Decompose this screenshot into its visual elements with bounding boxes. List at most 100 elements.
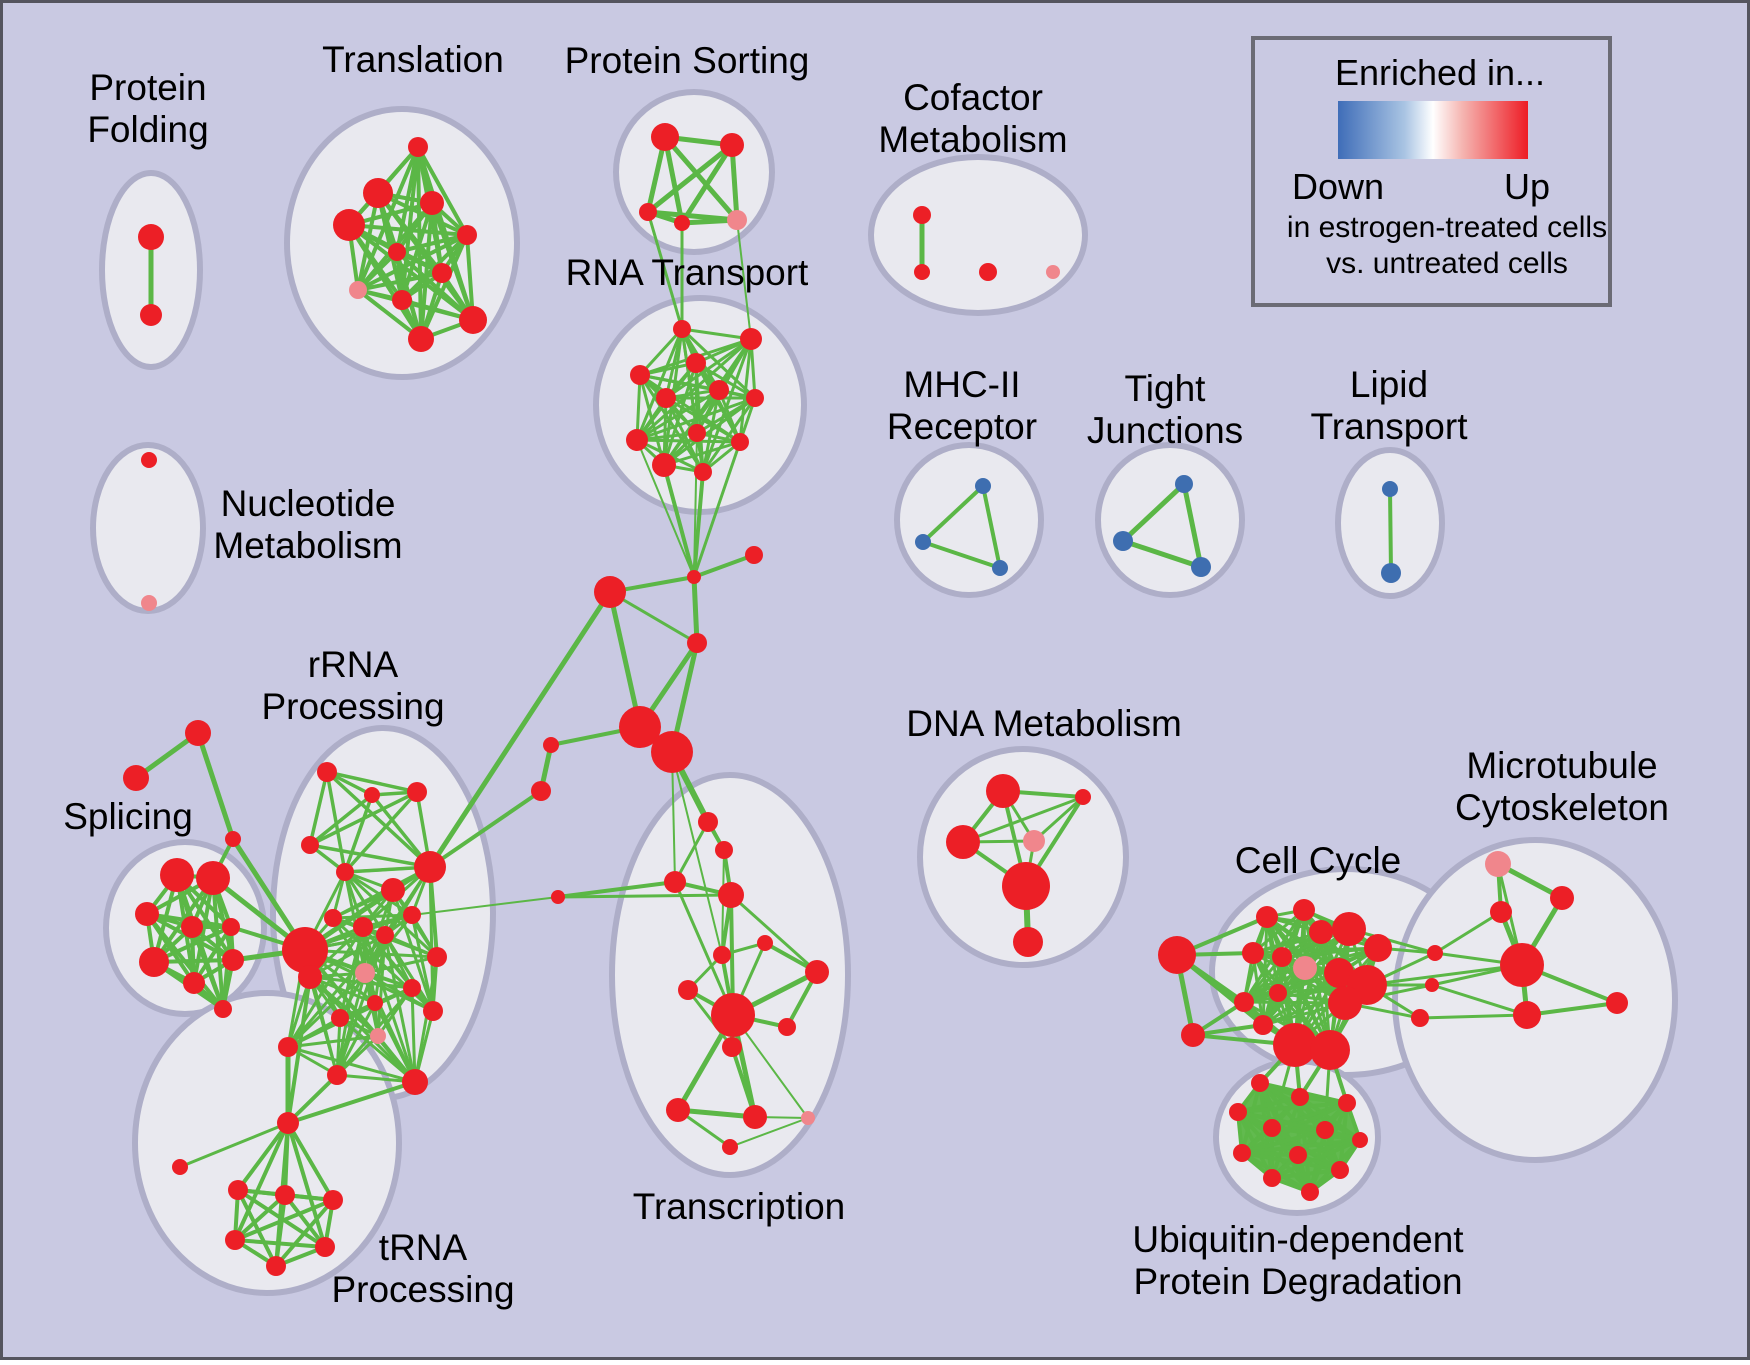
edge [1120,481,1187,544]
cluster-label-protein-sorting: Protein Sorting [565,40,810,81]
node-tx5 [757,935,773,951]
node-hx3 [323,1190,343,1210]
cluster-label-rrna-processing: rRNA [308,644,399,685]
node-th1 [277,1112,299,1134]
node-rr11 [403,979,421,997]
edge [465,233,475,322]
node-rr14 [278,1037,298,1057]
edge [325,770,419,794]
edge [662,396,757,467]
edge [1280,946,1380,959]
edge [373,1001,417,1084]
edge [308,770,329,847]
node-cc1 [1158,936,1196,974]
edge [274,1198,335,1268]
node-j2 [687,633,707,653]
node-tx8 [678,980,698,1000]
node-dm1 [986,774,1020,808]
node-nm1 [141,452,157,468]
node-rr3 [225,831,241,847]
edge [428,865,435,1013]
node-th2 [172,1159,188,1175]
edge [178,1121,290,1169]
cluster-label-microtubule-cytoskeleton: Microtubule [1466,745,1657,786]
node-rr2 [123,765,149,791]
node-mc3 [1411,1009,1429,1027]
edge [608,590,699,645]
edge [635,396,757,442]
node-bn1 [594,576,626,608]
edge [343,790,419,874]
edge [361,925,417,1084]
node-hub2 [651,731,693,773]
edge [192,876,215,985]
node-txHub [711,993,755,1037]
node-tx9 [778,1018,796,1036]
edge [419,233,469,341]
node-ccP [1293,956,1317,980]
edge [692,440,742,579]
node-cc13 [1269,984,1287,1002]
node-rrP1 [355,963,375,983]
node-ub2 [1291,1088,1309,1106]
node-ub8 [1233,1144,1251,1162]
legend-box [1251,36,1612,307]
edge [1270,1168,1342,1180]
node-cf1 [913,206,931,224]
node-rrHub2 [298,965,322,989]
edge [335,1073,417,1084]
node-rt10 [731,433,749,451]
node-tj1 [1175,475,1193,493]
edge [1120,538,1204,570]
edge [671,751,676,883]
node-rrT3 [407,782,427,802]
node-lt1 [1382,481,1398,497]
node-tj3 [1191,557,1211,577]
node-mh3 [992,560,1008,576]
node-j3 [745,546,763,564]
node-hub1 [619,706,661,748]
node-tx3 [664,871,686,893]
edge [410,986,417,1084]
edge [607,589,643,730]
edge [410,913,435,1013]
cluster-label-protein-folding: Folding [87,109,208,150]
node-tl2 [363,178,393,208]
node-tx11 [666,1098,690,1122]
node-cc15 [1328,986,1362,1020]
node-rr6 [403,906,421,924]
node-tl6 [388,243,406,261]
node-sp7 [222,949,244,971]
edge [638,327,684,377]
node-tx4 [718,882,744,908]
legend-caption-line2: vs. untreated cells [1326,247,1568,280]
edge [729,1117,809,1148]
edge [286,1121,327,1249]
edge [1433,910,1503,955]
edge [738,337,753,444]
node-hx4 [225,1230,245,1250]
edge [303,865,432,952]
node-ub5 [1263,1119,1281,1137]
node-ps2 [720,133,744,157]
edge [356,233,469,292]
edge [675,1107,758,1120]
cluster-label-microtubule-cytoskeleton: Cytoskeleton [1455,787,1669,828]
node-tl9 [392,290,412,310]
node-tx6 [713,946,731,964]
edge [635,337,753,442]
node-ccHub1 [1273,1023,1317,1067]
node-ps3 [639,203,657,221]
edge [1236,1101,1349,1114]
edge [1251,908,1306,955]
edge [361,925,380,1038]
node-rt12 [694,463,712,481]
node-ps4 [674,215,690,231]
cluster-label-mhc-ii-receptor: MHC-II [903,364,1020,405]
edge [236,1188,278,1268]
edge [308,790,419,847]
edge [416,145,469,237]
edge [283,1193,327,1249]
edge [729,893,819,974]
